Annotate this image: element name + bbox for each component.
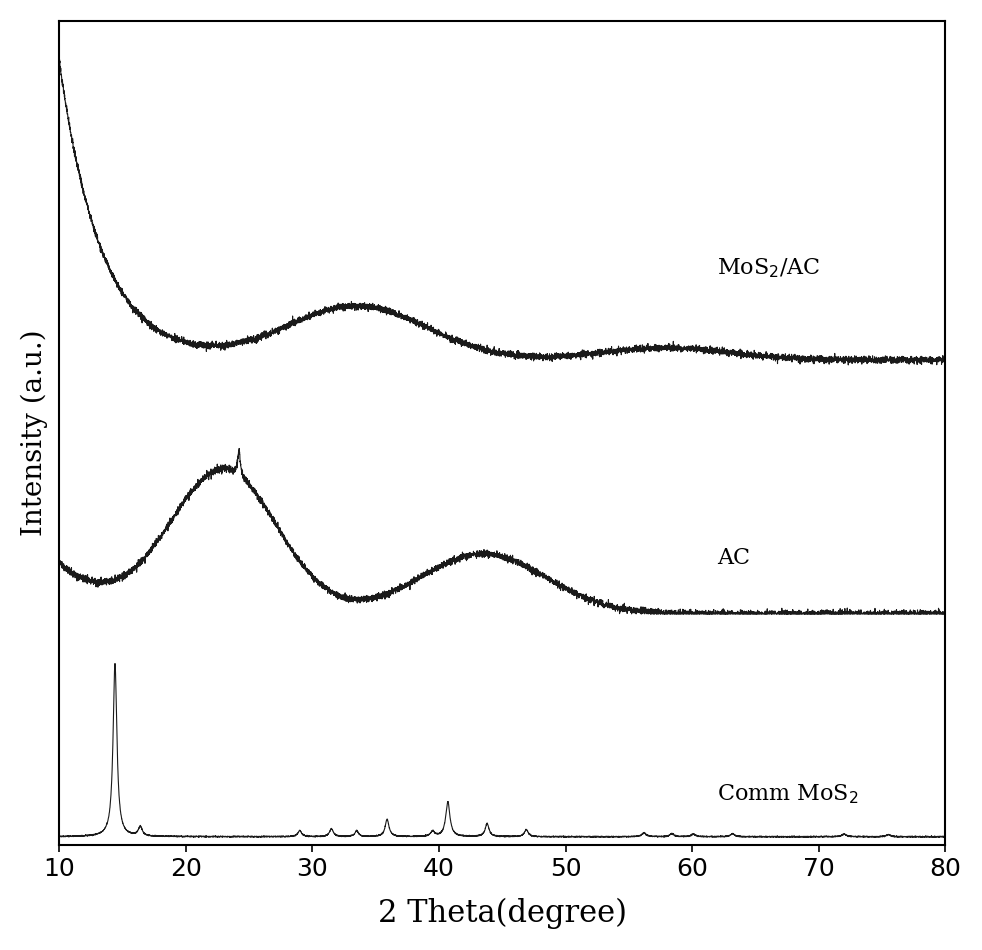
Text: AC: AC bbox=[718, 547, 750, 569]
X-axis label: 2 Theta(degree): 2 Theta(degree) bbox=[378, 898, 627, 929]
Text: MoS$_2$/AC: MoS$_2$/AC bbox=[718, 256, 821, 280]
Text: Comm MoS$_2$: Comm MoS$_2$ bbox=[718, 783, 859, 807]
Y-axis label: Intensity (a.u.): Intensity (a.u.) bbox=[21, 330, 48, 537]
